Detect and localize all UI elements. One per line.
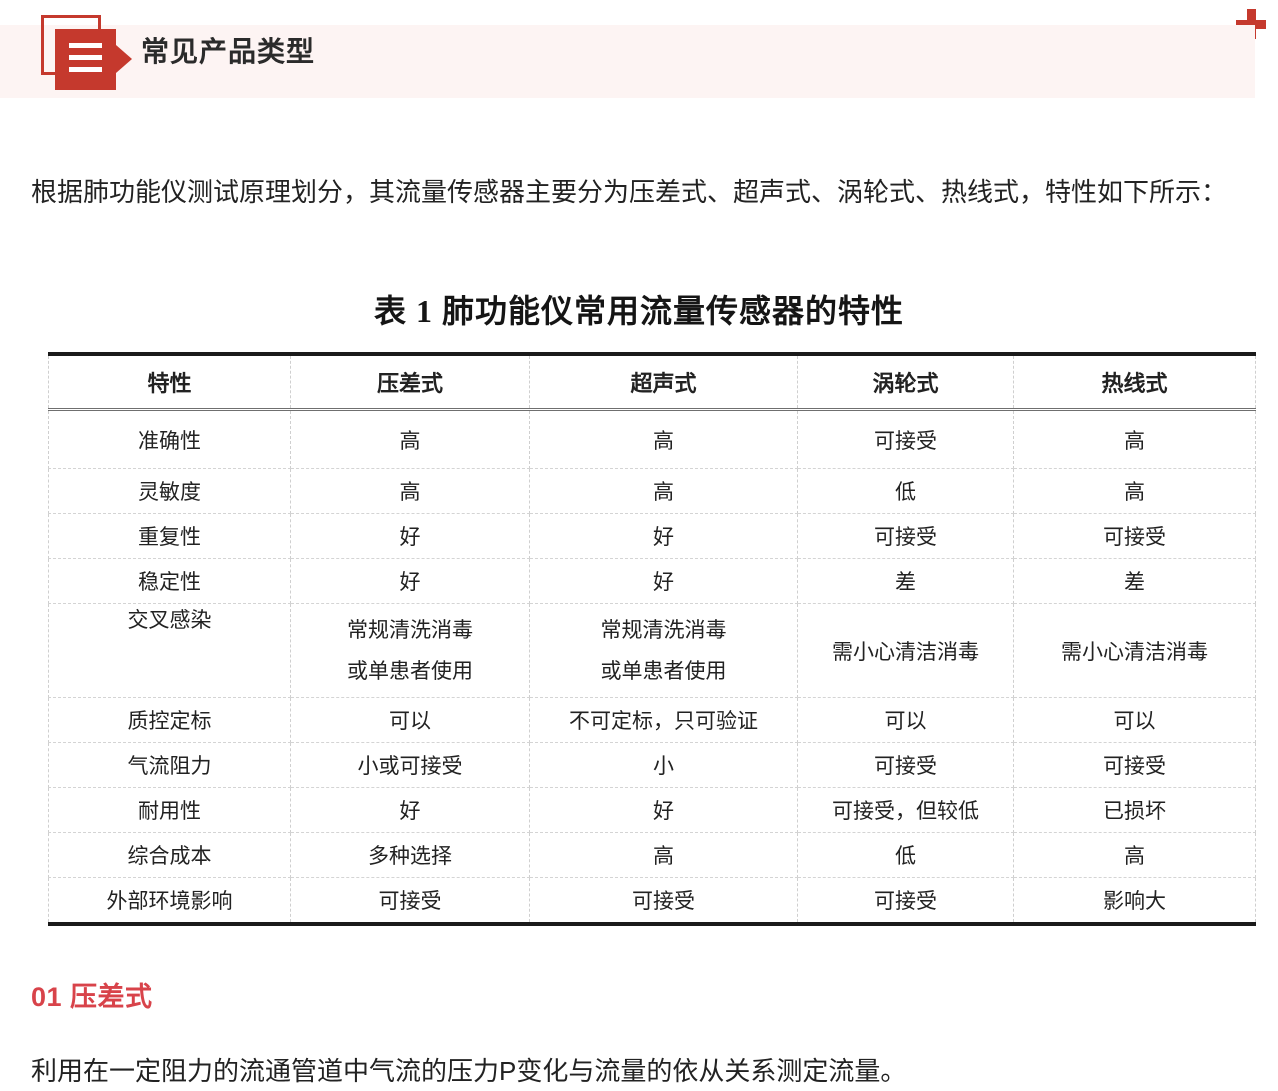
row-label: 灵敏度 <box>48 468 291 514</box>
cell: 可接受 <box>529 877 798 926</box>
arrow-right-icon <box>116 45 132 73</box>
cell: 可接受 <box>797 877 1014 926</box>
cell: 低 <box>797 468 1014 514</box>
table-row: 外部环境影响 可接受 可接受 可接受 影响大 <box>48 877 1256 926</box>
cell: 小或可接受 <box>290 742 530 788</box>
table-row: 质控定标 可以 不可定标，只可验证 可以 可以 <box>48 697 1256 743</box>
cell: 可接受 <box>797 513 1014 559</box>
row-label: 气流阻力 <box>48 742 291 788</box>
column-header-4: 热线式 <box>1013 352 1256 411</box>
column-header-2: 超声式 <box>529 352 798 411</box>
cell: 低 <box>797 832 1014 878</box>
row-label: 质控定标 <box>48 697 291 743</box>
section-header-band <box>0 25 1255 98</box>
cell: 高 <box>1013 832 1256 878</box>
table-row: 准确性 高 高 可接受 高 <box>48 409 1256 469</box>
table-caption: 表 1 肺功能仪常用流量传感器的特性 <box>373 293 904 329</box>
page-title: 常见产品类型 <box>141 36 316 67</box>
cell-line: 常规清洗消毒 <box>347 618 473 642</box>
cell: 已损坏 <box>1013 787 1256 833</box>
cell: 可以 <box>1013 697 1256 743</box>
cell: 高 <box>1013 468 1256 514</box>
table-row: 耐用性 好 好 可接受，但较低 已损坏 <box>48 787 1256 833</box>
cell: 不可定标，只可验证 <box>529 697 798 743</box>
cell: 好 <box>529 513 798 559</box>
cell: 差 <box>797 558 1014 604</box>
table-row: 交叉感染 常规清洗消毒 或单患者使用 常规清洗消毒 或单患者使用 需小心清洁消毒… <box>48 603 1256 698</box>
cell: 好 <box>529 787 798 833</box>
intro-paragraph: 根据肺功能仪测试原理划分，其流量传感器主要分为压差式、超声式、涡轮式、热线式，特… <box>31 177 1228 207</box>
cell: 高 <box>290 409 530 469</box>
cell: 常规清洗消毒 或单患者使用 <box>290 603 530 698</box>
cell: 常规清洗消毒 或单患者使用 <box>529 603 798 698</box>
plus-icon <box>1236 9 1266 39</box>
sensor-characteristics-table: 特性 压差式 超声式 涡轮式 热线式 准确性 高 高 可接受 高 灵敏度 高 高… <box>48 352 1256 926</box>
cell-line: 或单患者使用 <box>600 659 727 683</box>
section-header-badge <box>41 15 132 90</box>
table-header-row: 特性 压差式 超声式 涡轮式 热线式 <box>48 352 1256 411</box>
cell: 需小心清洁消毒 <box>797 603 1014 698</box>
row-label: 重复性 <box>48 513 291 559</box>
row-label: 耐用性 <box>48 787 291 833</box>
cell: 高 <box>529 409 798 469</box>
cell: 可接受 <box>1013 513 1256 559</box>
three-bars-icon <box>69 43 102 76</box>
cell: 多种选择 <box>290 832 530 878</box>
cell-line: 常规清洗消毒 <box>600 618 727 642</box>
cell: 高 <box>1013 409 1256 469</box>
table-row: 气流阻力 小或可接受 小 可接受 可接受 <box>48 742 1256 788</box>
cell: 好 <box>529 558 798 604</box>
cell: 可接受，但较低 <box>797 787 1014 833</box>
cell: 需小心清洁消毒 <box>1013 603 1256 698</box>
cell: 差 <box>1013 558 1256 604</box>
cell-line: 或单患者使用 <box>347 659 473 683</box>
row-label: 综合成本 <box>48 832 291 878</box>
cell: 可接受 <box>797 742 1014 788</box>
cell: 可接受 <box>797 409 1014 469</box>
row-label: 稳定性 <box>48 558 291 604</box>
cell: 可接受 <box>1013 742 1256 788</box>
row-label: 准确性 <box>48 409 291 469</box>
table-row: 稳定性 好 好 差 差 <box>48 558 1256 604</box>
table-row: 灵敏度 高 高 低 高 <box>48 468 1256 514</box>
cell: 可接受 <box>290 877 530 926</box>
cell: 高 <box>529 832 798 878</box>
cell: 好 <box>290 787 530 833</box>
cell: 好 <box>290 513 530 559</box>
column-header-3: 涡轮式 <box>797 352 1014 411</box>
table-row: 综合成本 多种选择 高 低 高 <box>48 832 1256 878</box>
cell: 好 <box>290 558 530 604</box>
subsection-body: 利用在一定阻力的流通管道中气流的压力P变化与流量的依从关系测定流量。 <box>31 1056 907 1086</box>
cell: 高 <box>529 468 798 514</box>
cell: 小 <box>529 742 798 788</box>
table-row: 重复性 好 好 可接受 可接受 <box>48 513 1256 559</box>
cell: 可以 <box>290 697 530 743</box>
subsection-heading: 01 压差式 <box>31 982 153 1012</box>
column-header-1: 压差式 <box>290 352 530 411</box>
row-label: 交叉感染 <box>48 603 291 698</box>
column-header-0: 特性 <box>48 352 291 411</box>
cell: 可以 <box>797 697 1014 743</box>
row-label: 外部环境影响 <box>48 877 291 926</box>
cell: 高 <box>290 468 530 514</box>
cell: 影响大 <box>1013 877 1256 926</box>
